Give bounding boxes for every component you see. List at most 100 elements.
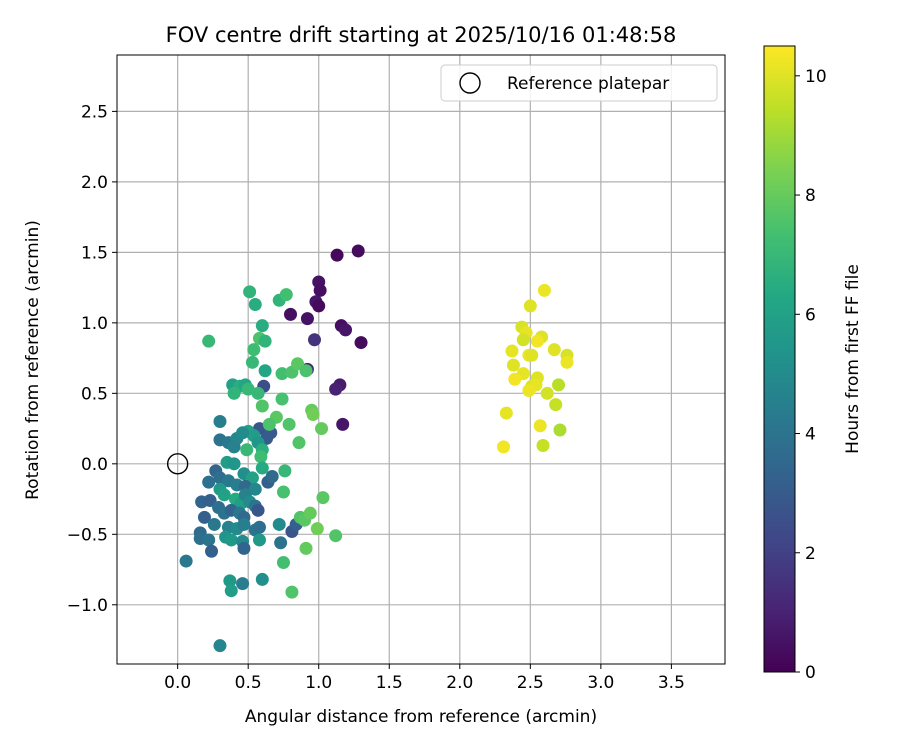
scatter-point bbox=[547, 343, 561, 357]
scatter-point bbox=[207, 517, 221, 531]
legend-marker-reference bbox=[459, 72, 481, 94]
y-axis-label: Rotation from reference (arcmin) bbox=[23, 220, 43, 500]
scatter-point bbox=[553, 423, 567, 437]
scatter-point bbox=[255, 399, 269, 413]
scatter-point bbox=[549, 398, 563, 412]
x-tick-label: 2.5 bbox=[517, 673, 544, 693]
scatter-point bbox=[237, 541, 251, 555]
scatter-point bbox=[339, 323, 353, 337]
y-tick-label: 0.0 bbox=[81, 455, 108, 475]
scatter-point bbox=[303, 506, 317, 520]
y-axis-ticks: −1.0 −0.5 0.0 0.5 1.0 1.5 2.0 2.5 bbox=[67, 102, 117, 616]
scatter-point bbox=[310, 522, 324, 536]
scatter-point bbox=[505, 344, 519, 358]
x-tick-label: 0.0 bbox=[164, 673, 191, 693]
scatter-point bbox=[245, 355, 259, 369]
scatter-point bbox=[274, 536, 288, 550]
colorbar-tick-label: 10 bbox=[805, 67, 827, 87]
scatter-point bbox=[329, 382, 343, 396]
scatter-point bbox=[227, 457, 241, 471]
colorbar-tick-label: 0 bbox=[805, 663, 816, 683]
x-tick-label: 0.5 bbox=[235, 673, 262, 693]
scatter-point bbox=[282, 417, 296, 431]
scatter-point bbox=[516, 333, 530, 347]
colorbar-gradient bbox=[763, 45, 796, 673]
scatter-point bbox=[560, 355, 574, 369]
x-tick-label: 2.0 bbox=[446, 673, 473, 693]
scatter-point bbox=[279, 288, 293, 302]
scatter-point bbox=[336, 417, 350, 431]
scatter-point bbox=[552, 378, 566, 392]
scatter-point bbox=[307, 333, 321, 347]
scatter-point bbox=[536, 438, 550, 452]
scatter-point bbox=[224, 584, 238, 598]
colorbar: 0 2 4 6 8 10 Hours from first FF file bbox=[763, 45, 863, 683]
scatter-point bbox=[285, 585, 299, 599]
y-tick-label: −1.0 bbox=[67, 596, 108, 616]
scatter-point bbox=[508, 372, 522, 386]
reference-platepar-marker bbox=[166, 453, 189, 475]
scatter-point bbox=[258, 364, 272, 378]
scatter-point bbox=[312, 299, 326, 313]
scatter-point bbox=[272, 517, 286, 531]
scatter-point bbox=[197, 510, 211, 524]
scatter-point bbox=[275, 392, 289, 406]
scatter-point bbox=[284, 307, 298, 321]
x-tick-label: 3.0 bbox=[587, 673, 614, 693]
scatter-point bbox=[306, 407, 320, 421]
scatter-point bbox=[351, 244, 365, 258]
scatter-point bbox=[299, 364, 313, 378]
scatter-point bbox=[329, 529, 343, 543]
scatter-point bbox=[497, 440, 511, 454]
colorbar-tick-label: 4 bbox=[805, 425, 816, 445]
chart-title: FOV centre drift starting at 2025/10/16 … bbox=[166, 23, 677, 47]
scatter-point bbox=[523, 299, 537, 313]
plot-frame bbox=[116, 54, 726, 665]
legend: Reference platepar bbox=[440, 64, 718, 102]
x-axis-ticks: 0.0 0.5 1.0 1.5 2.0 2.5 3.0 3.5 bbox=[164, 664, 685, 693]
scatter-point bbox=[205, 544, 219, 558]
scatter-point bbox=[265, 470, 279, 484]
scatter-point bbox=[236, 577, 250, 591]
scatter-point bbox=[202, 475, 216, 489]
scatter-point bbox=[522, 384, 536, 398]
x-tick-label: 1.0 bbox=[305, 673, 332, 693]
scatter-point bbox=[540, 386, 554, 400]
scatter-point bbox=[499, 406, 513, 420]
grid bbox=[117, 55, 725, 664]
y-tick-label: 1.0 bbox=[81, 314, 108, 334]
scatter-point bbox=[255, 572, 269, 586]
scatter-point bbox=[537, 283, 551, 297]
colorbar-tick-label: 2 bbox=[805, 544, 816, 564]
scatter-point bbox=[227, 386, 241, 400]
scatter-point bbox=[278, 464, 292, 478]
scatter-point bbox=[202, 334, 216, 348]
scatter-point bbox=[252, 533, 266, 547]
colorbar-label: Hours from first FF file bbox=[843, 264, 863, 454]
scatter-point bbox=[227, 440, 241, 454]
scatter-point bbox=[248, 482, 262, 496]
scatter-point bbox=[276, 485, 290, 499]
scatter-point bbox=[313, 283, 327, 297]
scatter-point bbox=[202, 533, 216, 547]
scatter-point bbox=[525, 348, 539, 362]
scatter-point bbox=[213, 639, 227, 653]
scatter-point bbox=[252, 520, 266, 534]
x-tick-label: 1.5 bbox=[376, 673, 403, 693]
y-tick-label: 2.5 bbox=[81, 102, 108, 122]
scatter-point bbox=[255, 461, 269, 475]
scatter-point bbox=[251, 386, 265, 400]
scatter-point bbox=[236, 426, 250, 440]
y-tick-label: −0.5 bbox=[67, 525, 108, 545]
y-tick-label: 1.5 bbox=[81, 243, 108, 263]
scatter-point bbox=[276, 556, 290, 569]
y-tick-label: 2.0 bbox=[81, 173, 108, 193]
scatter-point bbox=[330, 248, 344, 262]
scatter-point bbox=[237, 517, 251, 531]
scatter-point bbox=[300, 312, 314, 326]
scatter-point bbox=[533, 419, 547, 433]
colorbar-ticks: 0 2 4 6 8 10 bbox=[795, 67, 827, 683]
scatter-point bbox=[213, 415, 227, 429]
scatter-point bbox=[258, 334, 272, 348]
